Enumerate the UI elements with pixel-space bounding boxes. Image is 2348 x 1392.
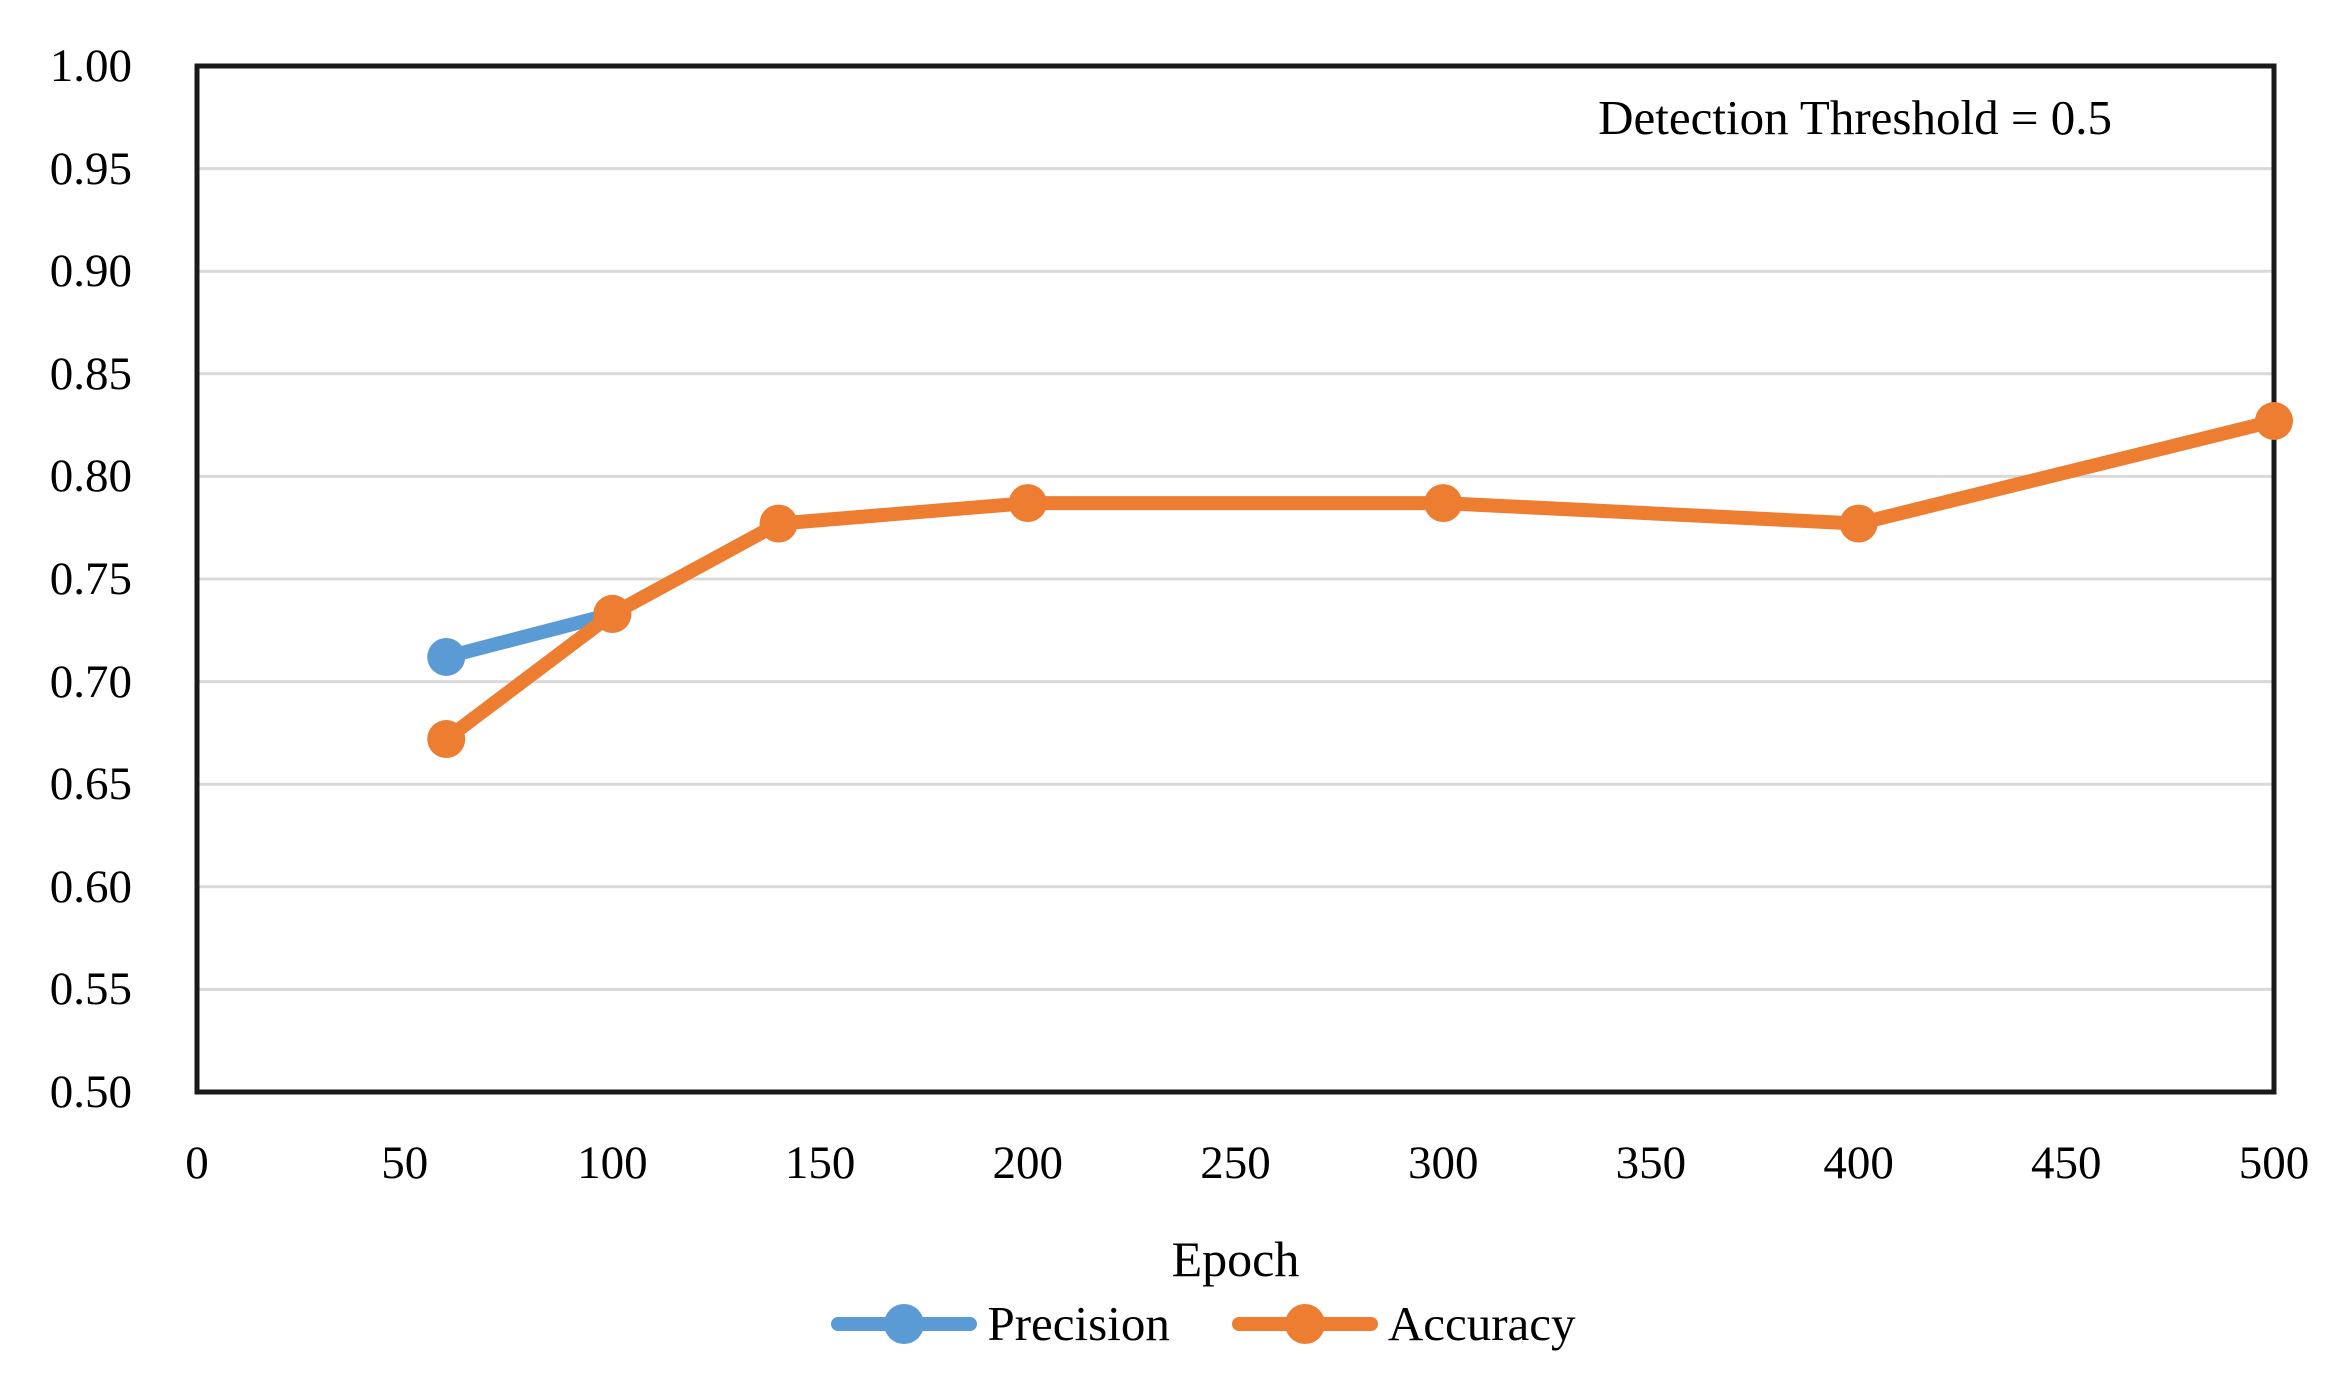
chart-legend: Precision Accuracy: [165, 1298, 2242, 1350]
accuracy-data-point: [1008, 484, 1047, 523]
y-tick-label: 0.55: [49, 963, 132, 1016]
x-tick-label: 100: [577, 1137, 648, 1189]
x-tick-label: 200: [992, 1137, 1064, 1189]
legend-item-precision: Precision: [831, 1296, 1170, 1351]
x-tick-label: 0: [185, 1137, 209, 1189]
y-tick-label: 0.95: [49, 142, 132, 195]
accuracy-legend-dot: [1284, 1304, 1325, 1344]
y-tick-label: 0.70: [49, 655, 132, 708]
x-tick-label: 150: [784, 1137, 856, 1189]
legend-label-accuracy: Accuracy: [1387, 1296, 1576, 1351]
y-tick-label: 0.80: [49, 450, 132, 503]
y-tick-label: 0.65: [49, 758, 132, 811]
accuracy-data-point: [759, 504, 798, 543]
y-tick-label: 0.85: [49, 347, 132, 400]
x-tick-label: 450: [2031, 1137, 2102, 1189]
accuracy-data-point: [593, 594, 632, 633]
chart-annotation: Detection Threshold = 0.5: [1598, 90, 2112, 145]
accuracy-data-point: [1424, 484, 1463, 523]
x-tick-label: 400: [1823, 1137, 1894, 1189]
x-tick-label: 500: [2238, 1137, 2310, 1189]
x-tick-label: 300: [1407, 1137, 1479, 1189]
accuracy-data-point: [427, 720, 466, 759]
precision-line-marker-swatch: [831, 1302, 978, 1346]
x-tick-label: 350: [1615, 1137, 1687, 1189]
precision-line: [439, 606, 620, 664]
y-tick-label: 0.90: [49, 245, 132, 298]
precision-legend-dot: [884, 1304, 925, 1344]
legend-item-accuracy: Accuracy: [1231, 1296, 1576, 1351]
accuracy-data-point: [1839, 504, 1878, 543]
plot-frame: [194, 63, 2277, 1095]
x-axis-title: Epoch: [1171, 1231, 1300, 1287]
accuracy-data-point: [2255, 401, 2293, 440]
legend-label-precision: Precision: [987, 1296, 1170, 1351]
y-tick-label: 0.75: [49, 553, 132, 605]
y-tick-label: 1.00: [49, 40, 132, 92]
precision-data-point: [427, 637, 466, 676]
y-tick-label: 0.60: [49, 860, 132, 913]
x-tick-label: 50: [381, 1137, 429, 1189]
y-tick-label: 0.50: [49, 1066, 132, 1118]
accuracy-line-marker-swatch: [1231, 1302, 1378, 1346]
x-tick-label: 250: [1200, 1137, 1271, 1189]
